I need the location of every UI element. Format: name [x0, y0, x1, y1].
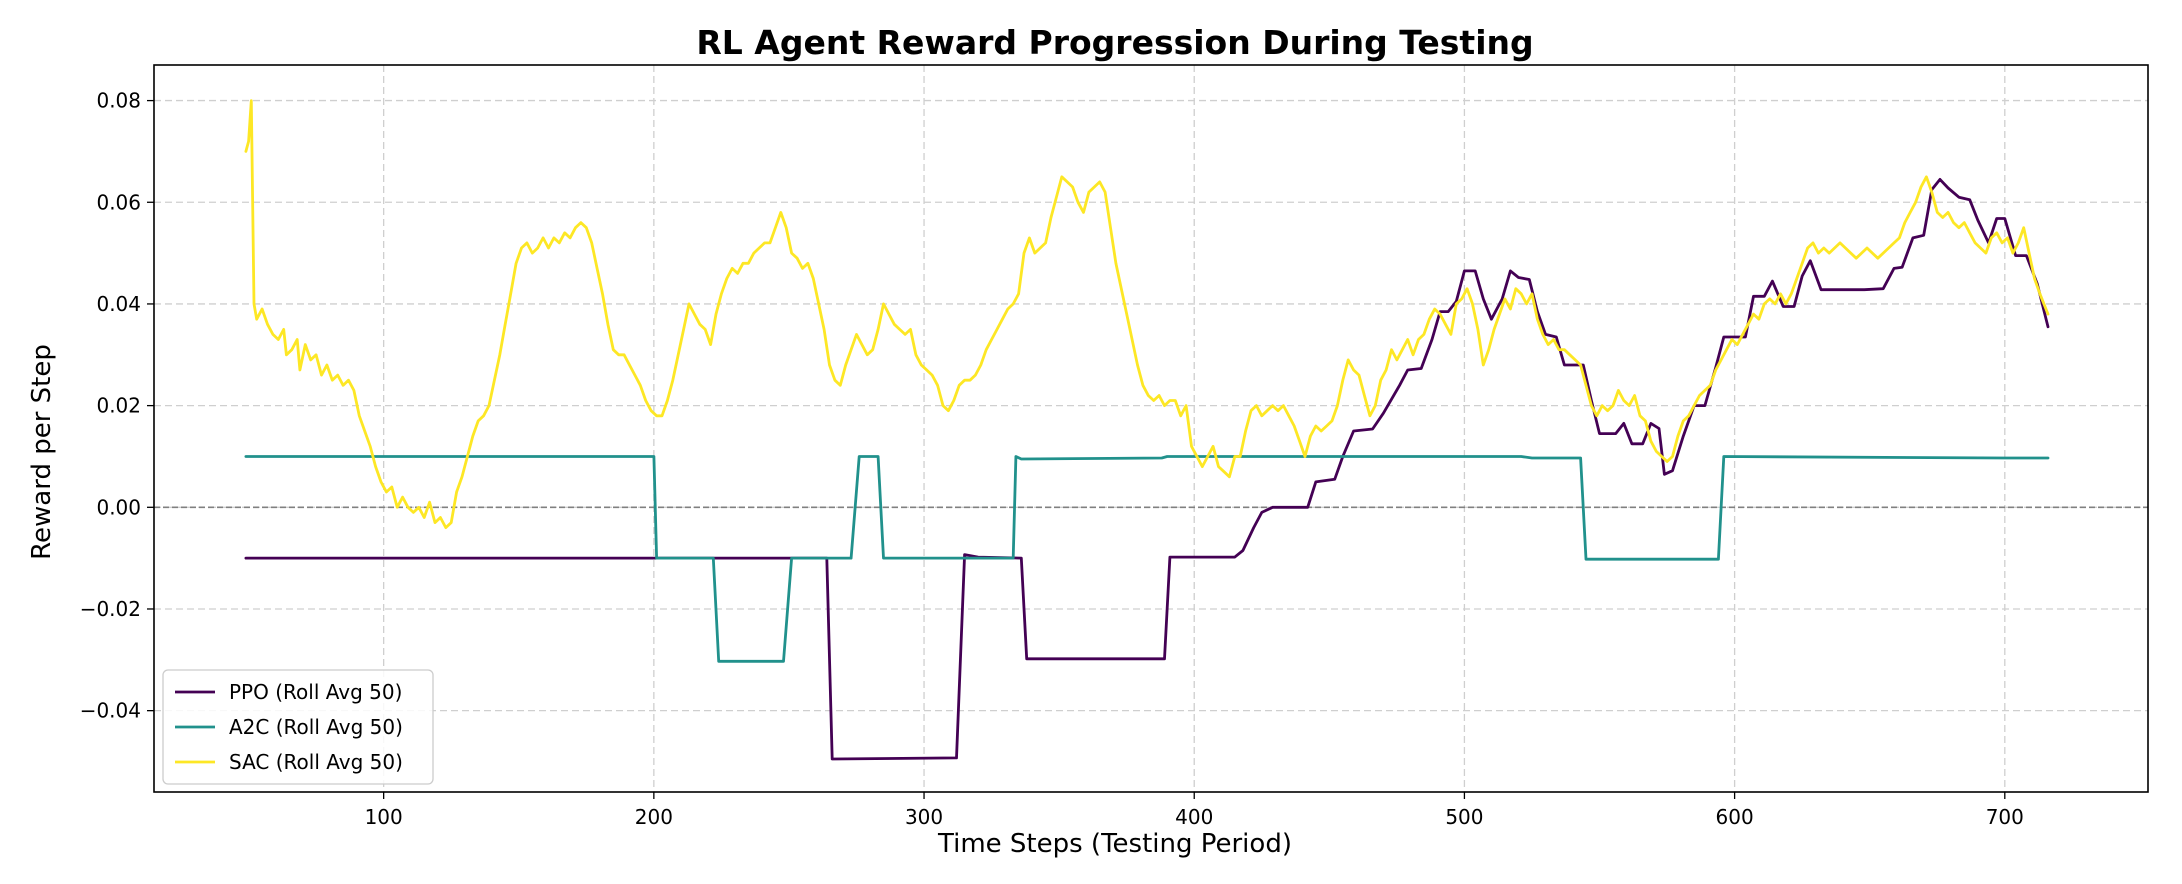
- x-axis-title: Time Steps (Testing Period): [937, 829, 1292, 859]
- series-lines: [244, 99, 2050, 761]
- x-tick-label: 400: [1175, 805, 1213, 829]
- y-tick-label: 0.06: [96, 190, 141, 214]
- y-tick-label: 0.02: [96, 394, 141, 418]
- x-tick-label: 100: [365, 805, 403, 829]
- y-tick-label: 0.08: [96, 89, 141, 113]
- gridlines: [154, 65, 2148, 792]
- y-tick-label: −0.02: [80, 597, 141, 621]
- y-tick-label: 0.04: [96, 292, 141, 316]
- axis-ticks: 100 200 300 400 500 600 700 −0.04 −0.02 0.00 0.02 0…: [80, 89, 2024, 829]
- legend-label: A2C (Roll Avg 50): [229, 715, 403, 739]
- x-tick-label: 600: [1716, 805, 1754, 829]
- series-line-sac: [244, 99, 2050, 529]
- x-tick-label: 200: [635, 805, 673, 829]
- series-line-ppo: [244, 178, 2050, 761]
- y-tick-label: −0.04: [80, 699, 141, 723]
- series-line-a2c: [244, 455, 2050, 663]
- x-tick-label: 300: [905, 805, 943, 829]
- y-tick-label: 0.00: [96, 495, 141, 519]
- chart-title: RL Agent Reward Progression During Testi…: [696, 23, 1533, 62]
- legend-label: PPO (Roll Avg 50): [229, 680, 402, 704]
- plot-frame: [153, 64, 2149, 793]
- legend: PPO (Roll Avg 50) A2C (Roll Avg 50) SAC (R…: [162, 669, 434, 785]
- y-axis-title: Reward per Step: [27, 344, 57, 560]
- x-tick-label: 500: [1445, 805, 1483, 829]
- legend-box: [162, 669, 434, 785]
- legend-label: SAC (Roll Avg 50): [229, 750, 403, 774]
- x-tick-label: 700: [1986, 805, 2024, 829]
